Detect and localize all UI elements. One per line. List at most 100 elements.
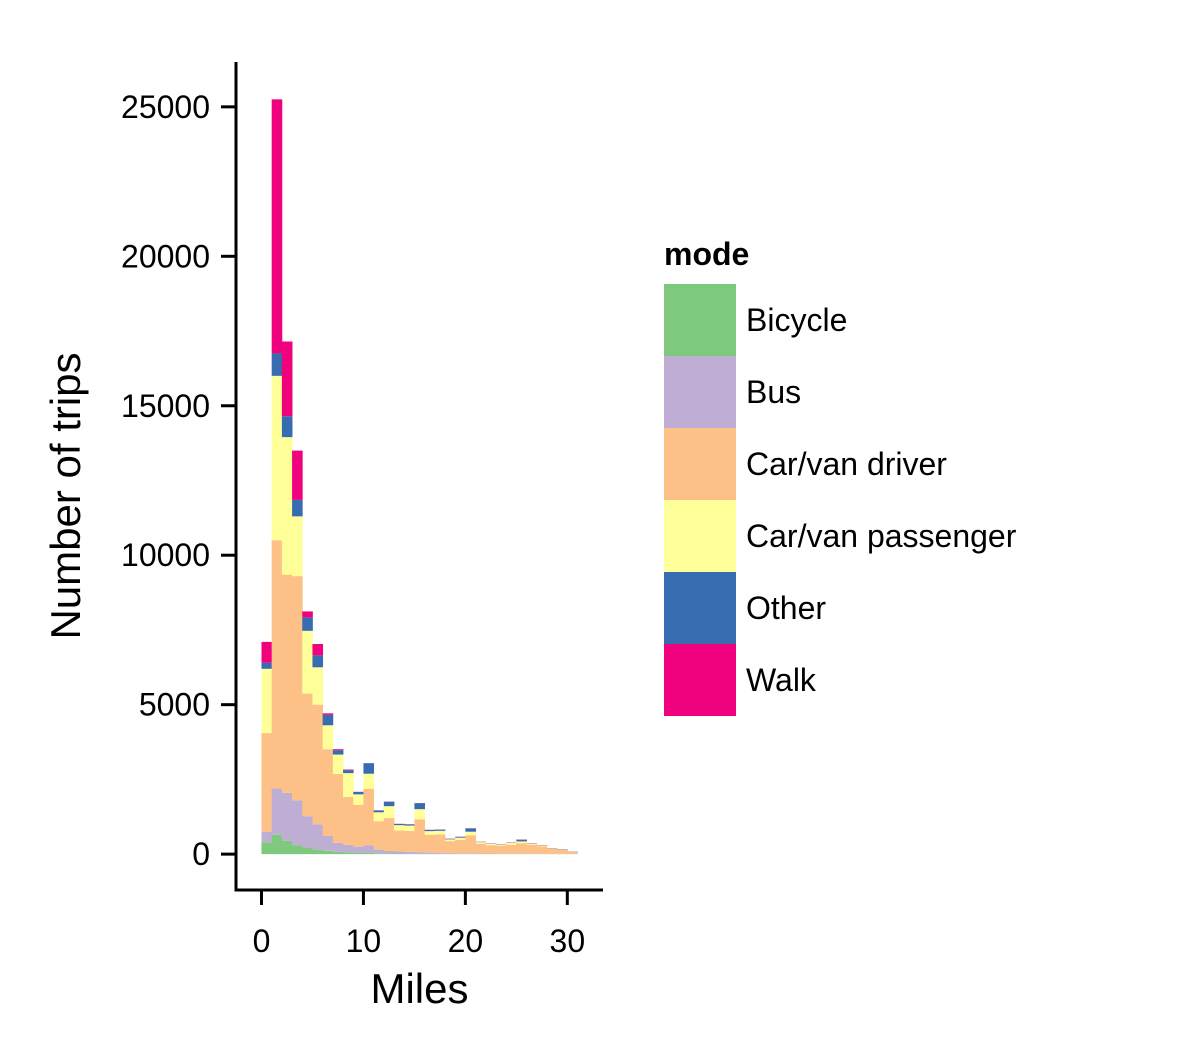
bar-segment-other	[363, 763, 375, 774]
bar-segment-car-van-passenger	[526, 843, 538, 845]
bar-segment-car-van-driver	[373, 821, 385, 850]
bar-segment-other	[404, 824, 415, 826]
y-tick-label: 25000	[121, 89, 210, 125]
bar-segment-other	[281, 416, 293, 438]
bar-segment-other	[434, 829, 446, 831]
y-tick-label: 15000	[121, 388, 210, 424]
bar-segment-car-van-driver	[394, 830, 405, 852]
bar-segment-car-van-passenger	[444, 839, 456, 842]
bar-segment-car-van-passenger	[424, 831, 436, 835]
bar-segment-bicycle	[312, 849, 324, 855]
bar-segment-car-van-driver	[353, 804, 364, 847]
bar-segment-car-van-passenger	[332, 754, 344, 775]
bar-segment-bus	[281, 792, 293, 841]
bar-segment-bicycle	[394, 853, 405, 855]
bar-segment-car-van-driver	[424, 834, 436, 853]
bar-segment-car-van-driver	[444, 841, 456, 854]
bar-segment-car-van-passenger	[414, 809, 425, 820]
bar-segment-bus	[465, 853, 476, 854]
bar-segment-other	[424, 829, 436, 832]
legend-key-other	[664, 572, 736, 644]
bar-segment-car-van-passenger	[434, 830, 446, 835]
bar-segment-bus	[292, 800, 303, 846]
bar-segment-car-van-driver	[546, 849, 558, 854]
bar-segment-car-van-driver	[475, 843, 487, 854]
bar-segment-car-van-driver	[292, 576, 303, 801]
bar-segment-car-van-passenger	[383, 806, 395, 819]
bar-segment-car-van-passenger	[312, 667, 324, 705]
bar-segment-bus	[455, 853, 466, 854]
legend-key-walk	[664, 644, 736, 716]
bar-segment-bus	[261, 831, 273, 843]
bar-segment-other	[322, 714, 334, 726]
bar-segment-bicycle	[302, 847, 313, 855]
bar-segment-car-van-passenger	[271, 375, 283, 541]
bar-segment-car-van-passenger	[455, 837, 466, 840]
bar-segment-car-van-passenger	[485, 843, 497, 846]
bar-segment-walk	[302, 611, 313, 618]
bar-segment-walk	[322, 713, 334, 715]
bar-segment-car-van-passenger	[394, 825, 405, 831]
bar-segment-car-van-passenger	[353, 794, 364, 805]
bar-segment-other	[261, 662, 273, 669]
bar-segment-other	[353, 791, 364, 795]
bar-segment-walk	[292, 450, 303, 500]
x-axis-title: Miles	[370, 965, 468, 1012]
bar-segment-bus	[363, 845, 375, 853]
bar-segment-car-van-passenger	[475, 842, 487, 844]
bar-segment-bicycle	[281, 840, 293, 855]
y-tick-label: 5000	[139, 687, 210, 723]
bar-segment-bicycle	[292, 845, 303, 855]
bar-segment-bus	[434, 852, 446, 854]
bar-segment-car-van-driver	[322, 749, 334, 836]
bar-segment-car-van-driver	[312, 704, 324, 825]
bar-segment-car-van-driver	[506, 844, 517, 854]
bar-segment-car-van-driver	[261, 733, 273, 832]
bar-segment-bus	[383, 850, 395, 854]
x-tick-label: 30	[550, 923, 586, 959]
bar-segment-car-van-passenger	[343, 773, 354, 798]
bar-segment-car-van-driver	[404, 830, 415, 852]
legend-label-walk: Walk	[746, 662, 817, 698]
axes-group: 0 5000 10000 15000 20000 25000 0 10 20 30 Miles Num…	[42, 62, 603, 1012]
bar-segment-car-van-passenger	[302, 630, 313, 694]
x-tick-label: 10	[346, 923, 382, 959]
bar-segment-bicycle	[383, 853, 395, 855]
bar-segment-other	[394, 823, 405, 826]
bar-segment-walk	[343, 769, 354, 771]
bar-segment-bus	[394, 851, 405, 854]
bar-segment-car-van-driver	[434, 834, 446, 853]
bar-segment-walk	[271, 99, 283, 354]
y-tick-label: 0	[192, 836, 210, 872]
bar-segment-car-van-passenger	[281, 437, 293, 575]
legend-label-bus: Bus	[746, 374, 801, 410]
bar-segment-car-van-driver	[414, 819, 425, 853]
bar-segment-bicycle	[322, 850, 334, 855]
bar-segment-car-van-passenger	[373, 812, 385, 822]
bar-segment-car-van-passenger	[322, 725, 334, 750]
y-tick-label: 20000	[121, 238, 210, 274]
x-tick-label: 20	[448, 923, 484, 959]
bar-segment-bicycle	[332, 851, 344, 855]
bar-segment-car-van-driver	[536, 846, 548, 854]
y-tick-label: 10000	[121, 537, 210, 573]
legend-key-bicycle	[664, 284, 736, 356]
bar-segment-car-van-driver	[343, 797, 354, 845]
legend: mode Bicycle Bus Car/van driver Car/van pass…	[664, 236, 1017, 716]
bar-segment-other	[383, 801, 395, 807]
bar-segment-bus	[312, 824, 324, 850]
bar-segment-walk	[281, 341, 293, 417]
bar-segment-car-van-driver	[455, 839, 466, 854]
bar-segment-car-van-passenger	[506, 842, 517, 845]
x-tick-label: 0	[253, 923, 271, 959]
bar-segment-bus	[353, 846, 364, 853]
bar-segment-other	[312, 655, 324, 668]
bar-segment-car-van-passenger	[404, 825, 415, 831]
bar-segment-car-van-driver	[567, 852, 578, 855]
bar-segment-car-van-passenger	[465, 831, 476, 836]
bar-segment-car-van-driver	[526, 844, 538, 854]
bar-segment-car-van-driver	[557, 849, 568, 854]
bar-segment-bus	[444, 853, 456, 854]
bar-segment-other	[455, 836, 466, 838]
